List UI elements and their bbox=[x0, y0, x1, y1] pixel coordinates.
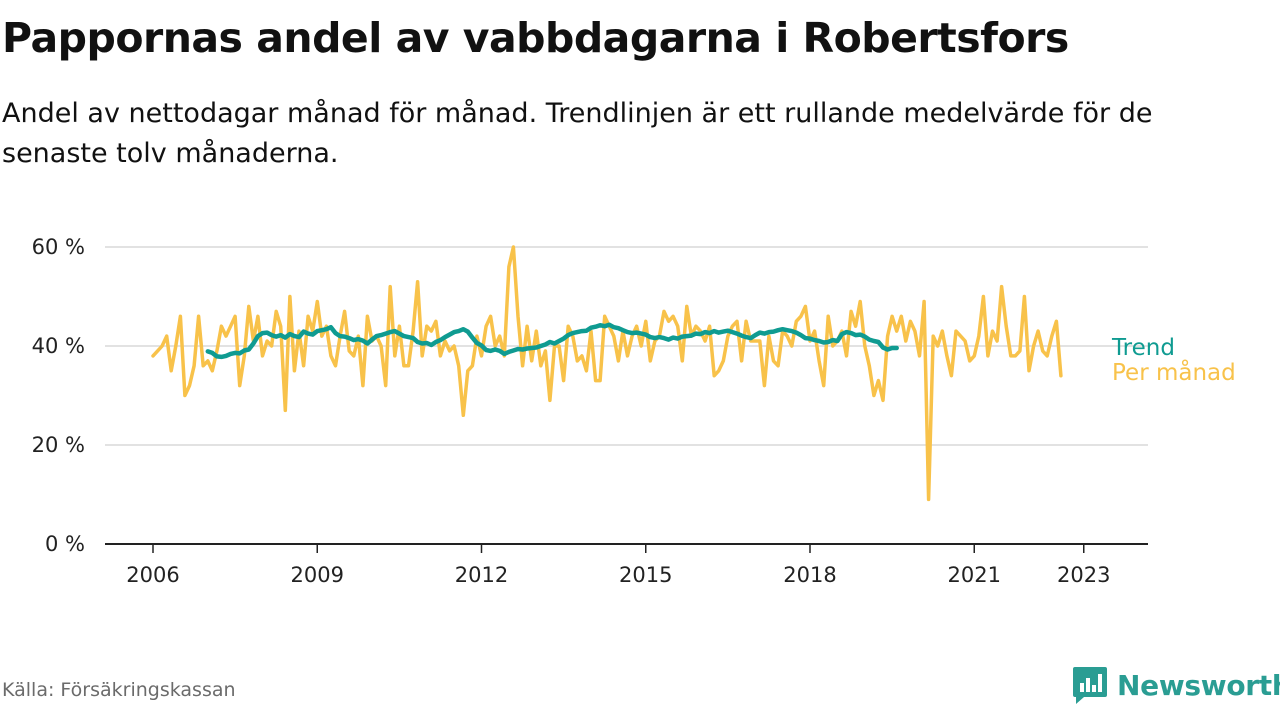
y-tick-label: 20 % bbox=[32, 433, 85, 457]
y-axis-ticks: 0 % 20 % 40 % 60 % bbox=[32, 235, 85, 556]
y-tick-label: 0 % bbox=[45, 532, 85, 556]
x-tick-label: 2015 bbox=[619, 563, 672, 587]
series-layer bbox=[151, 245, 1063, 502]
source-note: Källa: Försäkringskassan bbox=[2, 679, 236, 701]
x-tick-label: 2009 bbox=[291, 563, 344, 587]
x-axis-ticks: 2006 2009 2012 2015 2018 2021 2023 bbox=[126, 544, 1110, 587]
brand-name: Newsworthy bbox=[1117, 668, 1280, 702]
bar-chart-bubble-icon bbox=[1073, 667, 1107, 704]
y-tick-label: 60 % bbox=[32, 235, 85, 259]
x-tick-label: 2021 bbox=[948, 563, 1001, 587]
y-tick-label: 40 % bbox=[32, 334, 85, 358]
trend-series-label: Trend bbox=[1111, 335, 1175, 361]
brand-logo: Newsworthy bbox=[1072, 664, 1280, 706]
monthly-series-line bbox=[151, 245, 1063, 502]
chart-subtitle: Andel av nettodagar månad för månad. Tre… bbox=[2, 98, 1153, 169]
chart-title: Pappornas andel av vabbdagarna i Roberts… bbox=[2, 14, 1069, 62]
x-tick-label: 2023 bbox=[1057, 563, 1110, 587]
x-tick-label: 2012 bbox=[455, 563, 508, 587]
x-tick-label: 2018 bbox=[783, 563, 836, 587]
x-tick-label: 2006 bbox=[126, 563, 179, 587]
trend-series-line bbox=[205, 322, 899, 360]
monthly-series-label: Per månad bbox=[1112, 358, 1236, 386]
